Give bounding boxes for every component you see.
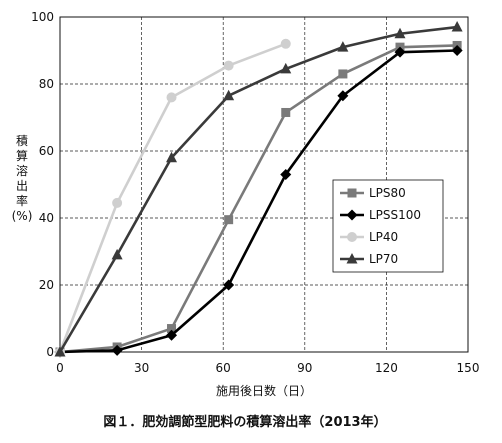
- legend-marker: [346, 253, 358, 264]
- series-lp70: [54, 21, 463, 357]
- data-point: [54, 346, 66, 357]
- data-point: [223, 60, 234, 71]
- legend-marker: [347, 188, 357, 198]
- data-point: [337, 41, 349, 52]
- y-axis-label-char: 算: [16, 148, 28, 163]
- data-point: [166, 329, 178, 341]
- data-point: [280, 62, 292, 74]
- data-point: [111, 248, 123, 260]
- y-tick-label: 100: [31, 10, 54, 24]
- data-point: [337, 90, 349, 102]
- series-line: [58, 25, 458, 353]
- y-axis-label-char: 積: [16, 133, 28, 148]
- legend-label: LP70: [369, 252, 398, 266]
- data-point: [224, 215, 234, 225]
- data-point: [223, 89, 235, 101]
- data-point: [111, 344, 123, 356]
- series-layer: [54, 21, 463, 358]
- legend: LPS80 LPSS100 LP40 LP70: [332, 179, 444, 273]
- data-point: [112, 197, 123, 208]
- y-tick-label: 80: [39, 77, 54, 91]
- y-axis-label-char: 出: [16, 179, 28, 193]
- data-point: [451, 45, 463, 56]
- figure-caption: 図１．肥効調節型肥料の積算溶出率（2013年）: [103, 414, 386, 430]
- y-axis-label: 積算溶出率(%): [12, 133, 33, 223]
- legend-label: LPSS100: [369, 208, 421, 222]
- series-line: [59, 44, 458, 354]
- series-line: [59, 49, 458, 354]
- y-axis-label-char: 率: [16, 193, 28, 208]
- legend-label: LP40: [369, 230, 398, 244]
- x-tick-label: 90: [297, 361, 312, 375]
- y-axis-label-char: (%): [12, 209, 33, 223]
- legend-label: LPS80: [369, 186, 406, 200]
- data-point: [166, 92, 177, 103]
- y-tick-label: 60: [39, 144, 54, 158]
- y-axis-label-char: 溶: [16, 163, 28, 178]
- x-axis-label: 施用後日数（日）: [216, 383, 312, 398]
- plot-frame: [59, 16, 469, 353]
- x-tick-label: 120: [375, 361, 398, 375]
- data-point: [394, 46, 406, 58]
- x-tick-label: 150: [457, 361, 480, 375]
- y-tick-label: 20: [39, 278, 54, 292]
- legend-marker: [346, 209, 358, 221]
- data-point: [451, 21, 463, 32]
- x-tick-label: 30: [134, 361, 149, 375]
- legend-marker: [347, 232, 357, 242]
- series-line: [58, 42, 287, 353]
- data-point: [223, 279, 235, 291]
- y-tick-label: 0: [46, 345, 54, 359]
- data-point: [338, 69, 348, 79]
- series-lp40: [55, 38, 291, 357]
- y-tick-label: 40: [39, 211, 54, 225]
- tick-labels: 0 20 40 60 80 100 0 30 60 90 120 150: [31, 10, 479, 375]
- data-point: [280, 38, 291, 49]
- data-point: [166, 151, 178, 163]
- x-tick-label: 0: [56, 361, 64, 375]
- data-point: [167, 324, 177, 334]
- data-point: [394, 27, 406, 39]
- data-point: [281, 107, 291, 117]
- data-point: [280, 168, 292, 180]
- x-tick-label: 60: [216, 361, 231, 375]
